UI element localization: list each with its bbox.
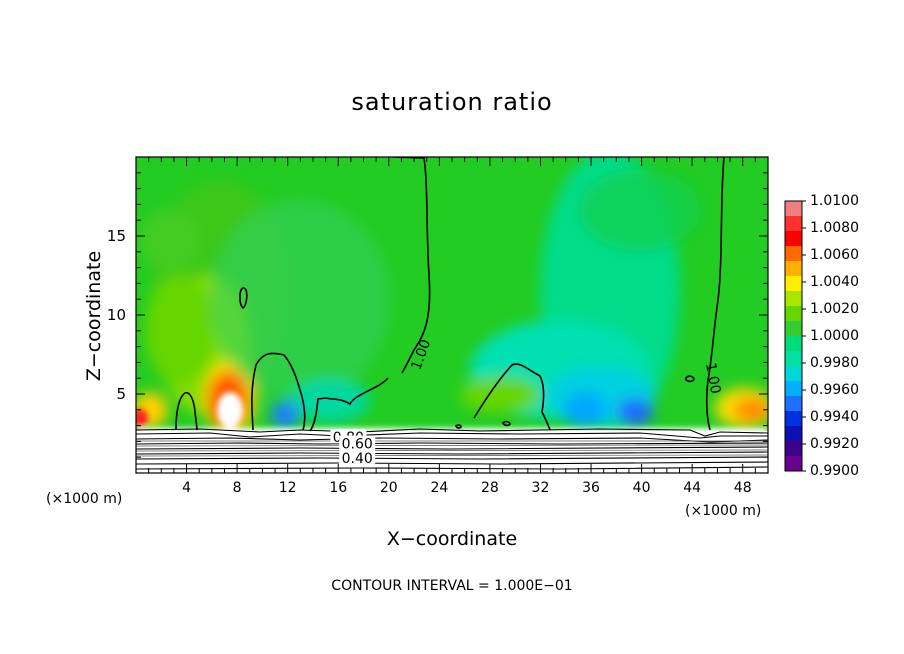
x-axis-label: X−coordinate	[386, 528, 518, 550]
colorbar-swatch	[785, 291, 802, 307]
colorbar-label: 0.9900	[810, 463, 859, 479]
x-tick-label: 40	[632, 480, 651, 496]
colorbar-label: 1.0080	[810, 220, 859, 236]
colorbar-label: 1.0060	[810, 247, 859, 263]
x-tick-label: 16	[329, 480, 348, 496]
colorbar-swatch	[785, 216, 802, 232]
colorbar-label: 0.9940	[810, 409, 859, 425]
colorbar-swatch	[785, 366, 802, 382]
x-axis-unit: (×1000 m)	[685, 503, 762, 519]
colorbar-label: 1.0020	[810, 301, 859, 317]
colorbar-swatch	[785, 426, 802, 442]
colorbar	[784, 200, 806, 472]
colorbar-swatch	[785, 321, 802, 337]
x-tick-label: 12	[278, 480, 297, 496]
x-tick-label: 24	[430, 480, 449, 496]
x-tick-label: 48	[733, 480, 752, 496]
colorbar-label: 0.9920	[810, 436, 859, 452]
contour-label: 0.40	[339, 449, 376, 467]
x-tick-label: 32	[531, 480, 550, 496]
colorbar-swatch	[785, 381, 802, 397]
colorbar-swatch	[785, 231, 802, 247]
contour-label-text: 1.00	[702, 362, 723, 395]
x-tick-label: 36	[582, 480, 600, 496]
x-tick-label: 8	[232, 480, 242, 496]
y-tick-label: 5	[116, 385, 126, 403]
colorbar-label: 1.0100	[810, 193, 859, 209]
contour-interval-note: CONTOUR INTERVAL = 1.000E−01	[331, 578, 573, 594]
contour-label-text: 0.60	[342, 437, 373, 453]
colorbar-swatch	[785, 396, 802, 412]
colorbar-swatch	[785, 456, 802, 472]
colorbar-label: 0.9980	[810, 355, 859, 371]
colorbar-swatch	[785, 276, 802, 292]
x-tick-label: 44	[683, 480, 702, 496]
y-tick-label: 10	[106, 306, 126, 324]
colorbar-label: 1.0040	[810, 274, 859, 290]
colorbar-swatch	[785, 306, 802, 322]
colorbar-label: 1.0000	[810, 328, 859, 344]
contour-label-text: 0.40	[342, 451, 373, 467]
colorbar-swatch	[785, 336, 802, 352]
contour-label: 0.60	[339, 435, 376, 453]
x-tick-label: 4	[182, 480, 192, 496]
colorbar-swatch	[785, 246, 802, 262]
chart-title: saturation ratio	[351, 88, 553, 116]
colorbar-swatch	[785, 351, 802, 367]
saturation-field	[136, 157, 768, 473]
contour-label: 1.00	[702, 362, 723, 395]
y-axis-label: Z−coordinate	[83, 250, 105, 382]
x-tick-label: 20	[379, 480, 398, 496]
colorbar-label: 0.9960	[810, 382, 859, 398]
colorbar-swatch	[785, 441, 802, 457]
colorbar-swatch	[785, 261, 802, 277]
y-tick-label: 15	[106, 227, 126, 245]
colorbar-swatch	[785, 201, 802, 217]
x-tick-label: 28	[480, 480, 499, 496]
colorbar-swatch	[785, 411, 802, 427]
y-axis-unit: (×1000 m)	[46, 491, 123, 507]
